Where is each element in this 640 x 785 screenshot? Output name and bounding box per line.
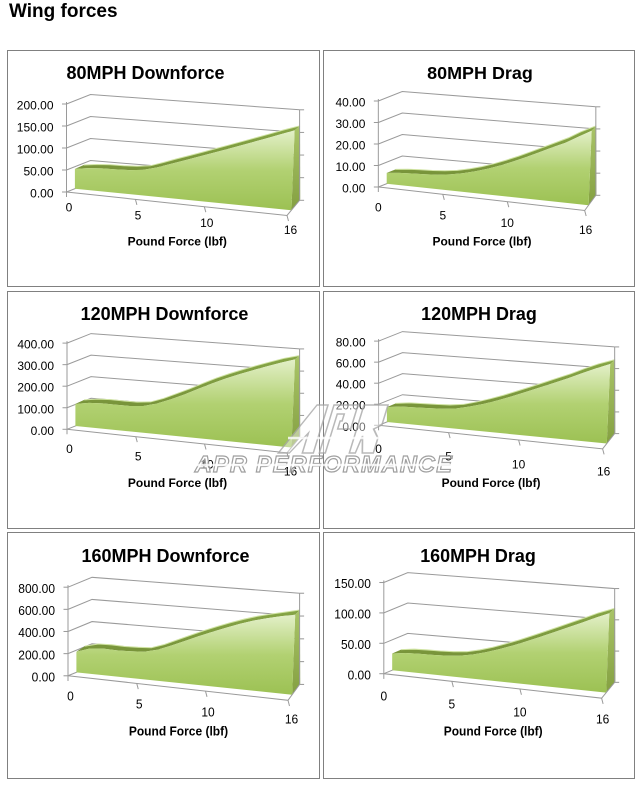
- svg-text:0.00: 0.00: [31, 424, 55, 438]
- svg-text:0: 0: [66, 201, 73, 215]
- svg-text:120MPH Drag: 120MPH Drag: [421, 304, 537, 324]
- svg-text:0.00: 0.00: [30, 187, 54, 201]
- svg-text:Pound Force (lbf): Pound Force (lbf): [444, 724, 543, 738]
- svg-text:160MPH Downforce: 160MPH Downforce: [82, 544, 250, 565]
- svg-text:Pound Force (lbf): Pound Force (lbf): [128, 235, 227, 249]
- svg-text:30.00: 30.00: [335, 117, 365, 131]
- svg-text:150.00: 150.00: [17, 121, 54, 135]
- svg-text:50.00: 50.00: [23, 165, 53, 179]
- svg-text:10: 10: [513, 705, 526, 719]
- svg-text:16: 16: [579, 223, 593, 237]
- svg-text:0: 0: [66, 442, 73, 456]
- svg-text:400.00: 400.00: [17, 338, 54, 352]
- svg-text:100.00: 100.00: [17, 402, 54, 416]
- svg-text:5: 5: [136, 697, 143, 711]
- svg-text:10: 10: [200, 216, 214, 230]
- svg-text:0: 0: [380, 689, 387, 703]
- svg-text:60.00: 60.00: [336, 357, 366, 371]
- svg-text:300.00: 300.00: [17, 359, 54, 373]
- svg-text:50.00: 50.00: [341, 637, 371, 651]
- svg-text:0: 0: [375, 200, 382, 214]
- svg-text:10: 10: [512, 457, 526, 471]
- svg-text:100.00: 100.00: [334, 607, 371, 621]
- svg-text:10: 10: [501, 216, 515, 230]
- svg-text:16: 16: [284, 464, 298, 478]
- svg-text:16: 16: [597, 464, 611, 478]
- svg-text:400.00: 400.00: [18, 625, 55, 639]
- svg-text:Pound Force (lbf): Pound Force (lbf): [128, 476, 227, 490]
- svg-text:0.00: 0.00: [348, 668, 371, 682]
- svg-text:200.00: 200.00: [17, 99, 54, 113]
- svg-text:800.00: 800.00: [18, 581, 55, 595]
- svg-text:5: 5: [439, 208, 446, 222]
- svg-text:0.00: 0.00: [342, 181, 366, 195]
- svg-text:20.00: 20.00: [335, 138, 365, 152]
- svg-text:5: 5: [449, 697, 456, 711]
- svg-text:10: 10: [201, 705, 215, 719]
- svg-text:16: 16: [284, 223, 298, 237]
- svg-text:100.00: 100.00: [17, 143, 54, 157]
- svg-text:160MPH Drag: 160MPH Drag: [420, 544, 536, 565]
- svg-text:Pound Force (lbf): Pound Force (lbf): [433, 234, 532, 248]
- svg-text:0.00: 0.00: [342, 420, 366, 434]
- svg-text:10.00: 10.00: [335, 160, 365, 174]
- svg-text:Pound Force (lbf): Pound Force (lbf): [442, 476, 541, 490]
- svg-text:16: 16: [596, 712, 609, 726]
- svg-text:600.00: 600.00: [18, 603, 55, 617]
- svg-text:40.00: 40.00: [336, 378, 366, 392]
- svg-text:80MPH Drag: 80MPH Drag: [427, 63, 533, 83]
- svg-text:200.00: 200.00: [18, 648, 55, 662]
- svg-text:200.00: 200.00: [17, 381, 54, 395]
- svg-text:0: 0: [375, 442, 382, 456]
- svg-text:Pound Force (lbf): Pound Force (lbf): [129, 724, 228, 738]
- svg-text:5: 5: [135, 208, 142, 222]
- svg-text:16: 16: [285, 712, 299, 726]
- svg-text:0: 0: [67, 689, 74, 703]
- svg-text:40.00: 40.00: [335, 95, 365, 109]
- svg-text:80.00: 80.00: [336, 336, 366, 350]
- svg-text:120MPH Downforce: 120MPH Downforce: [81, 304, 249, 324]
- svg-text:0.00: 0.00: [32, 670, 56, 684]
- svg-text:150.00: 150.00: [334, 576, 371, 590]
- svg-text:80MPH Downforce: 80MPH Downforce: [66, 63, 224, 83]
- svg-text:5: 5: [135, 450, 142, 464]
- svg-text:5: 5: [445, 450, 452, 464]
